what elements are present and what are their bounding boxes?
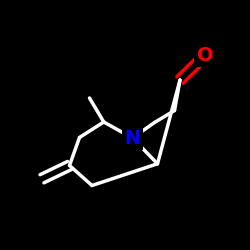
Text: O: O xyxy=(197,46,213,65)
Text: N: N xyxy=(124,128,140,148)
